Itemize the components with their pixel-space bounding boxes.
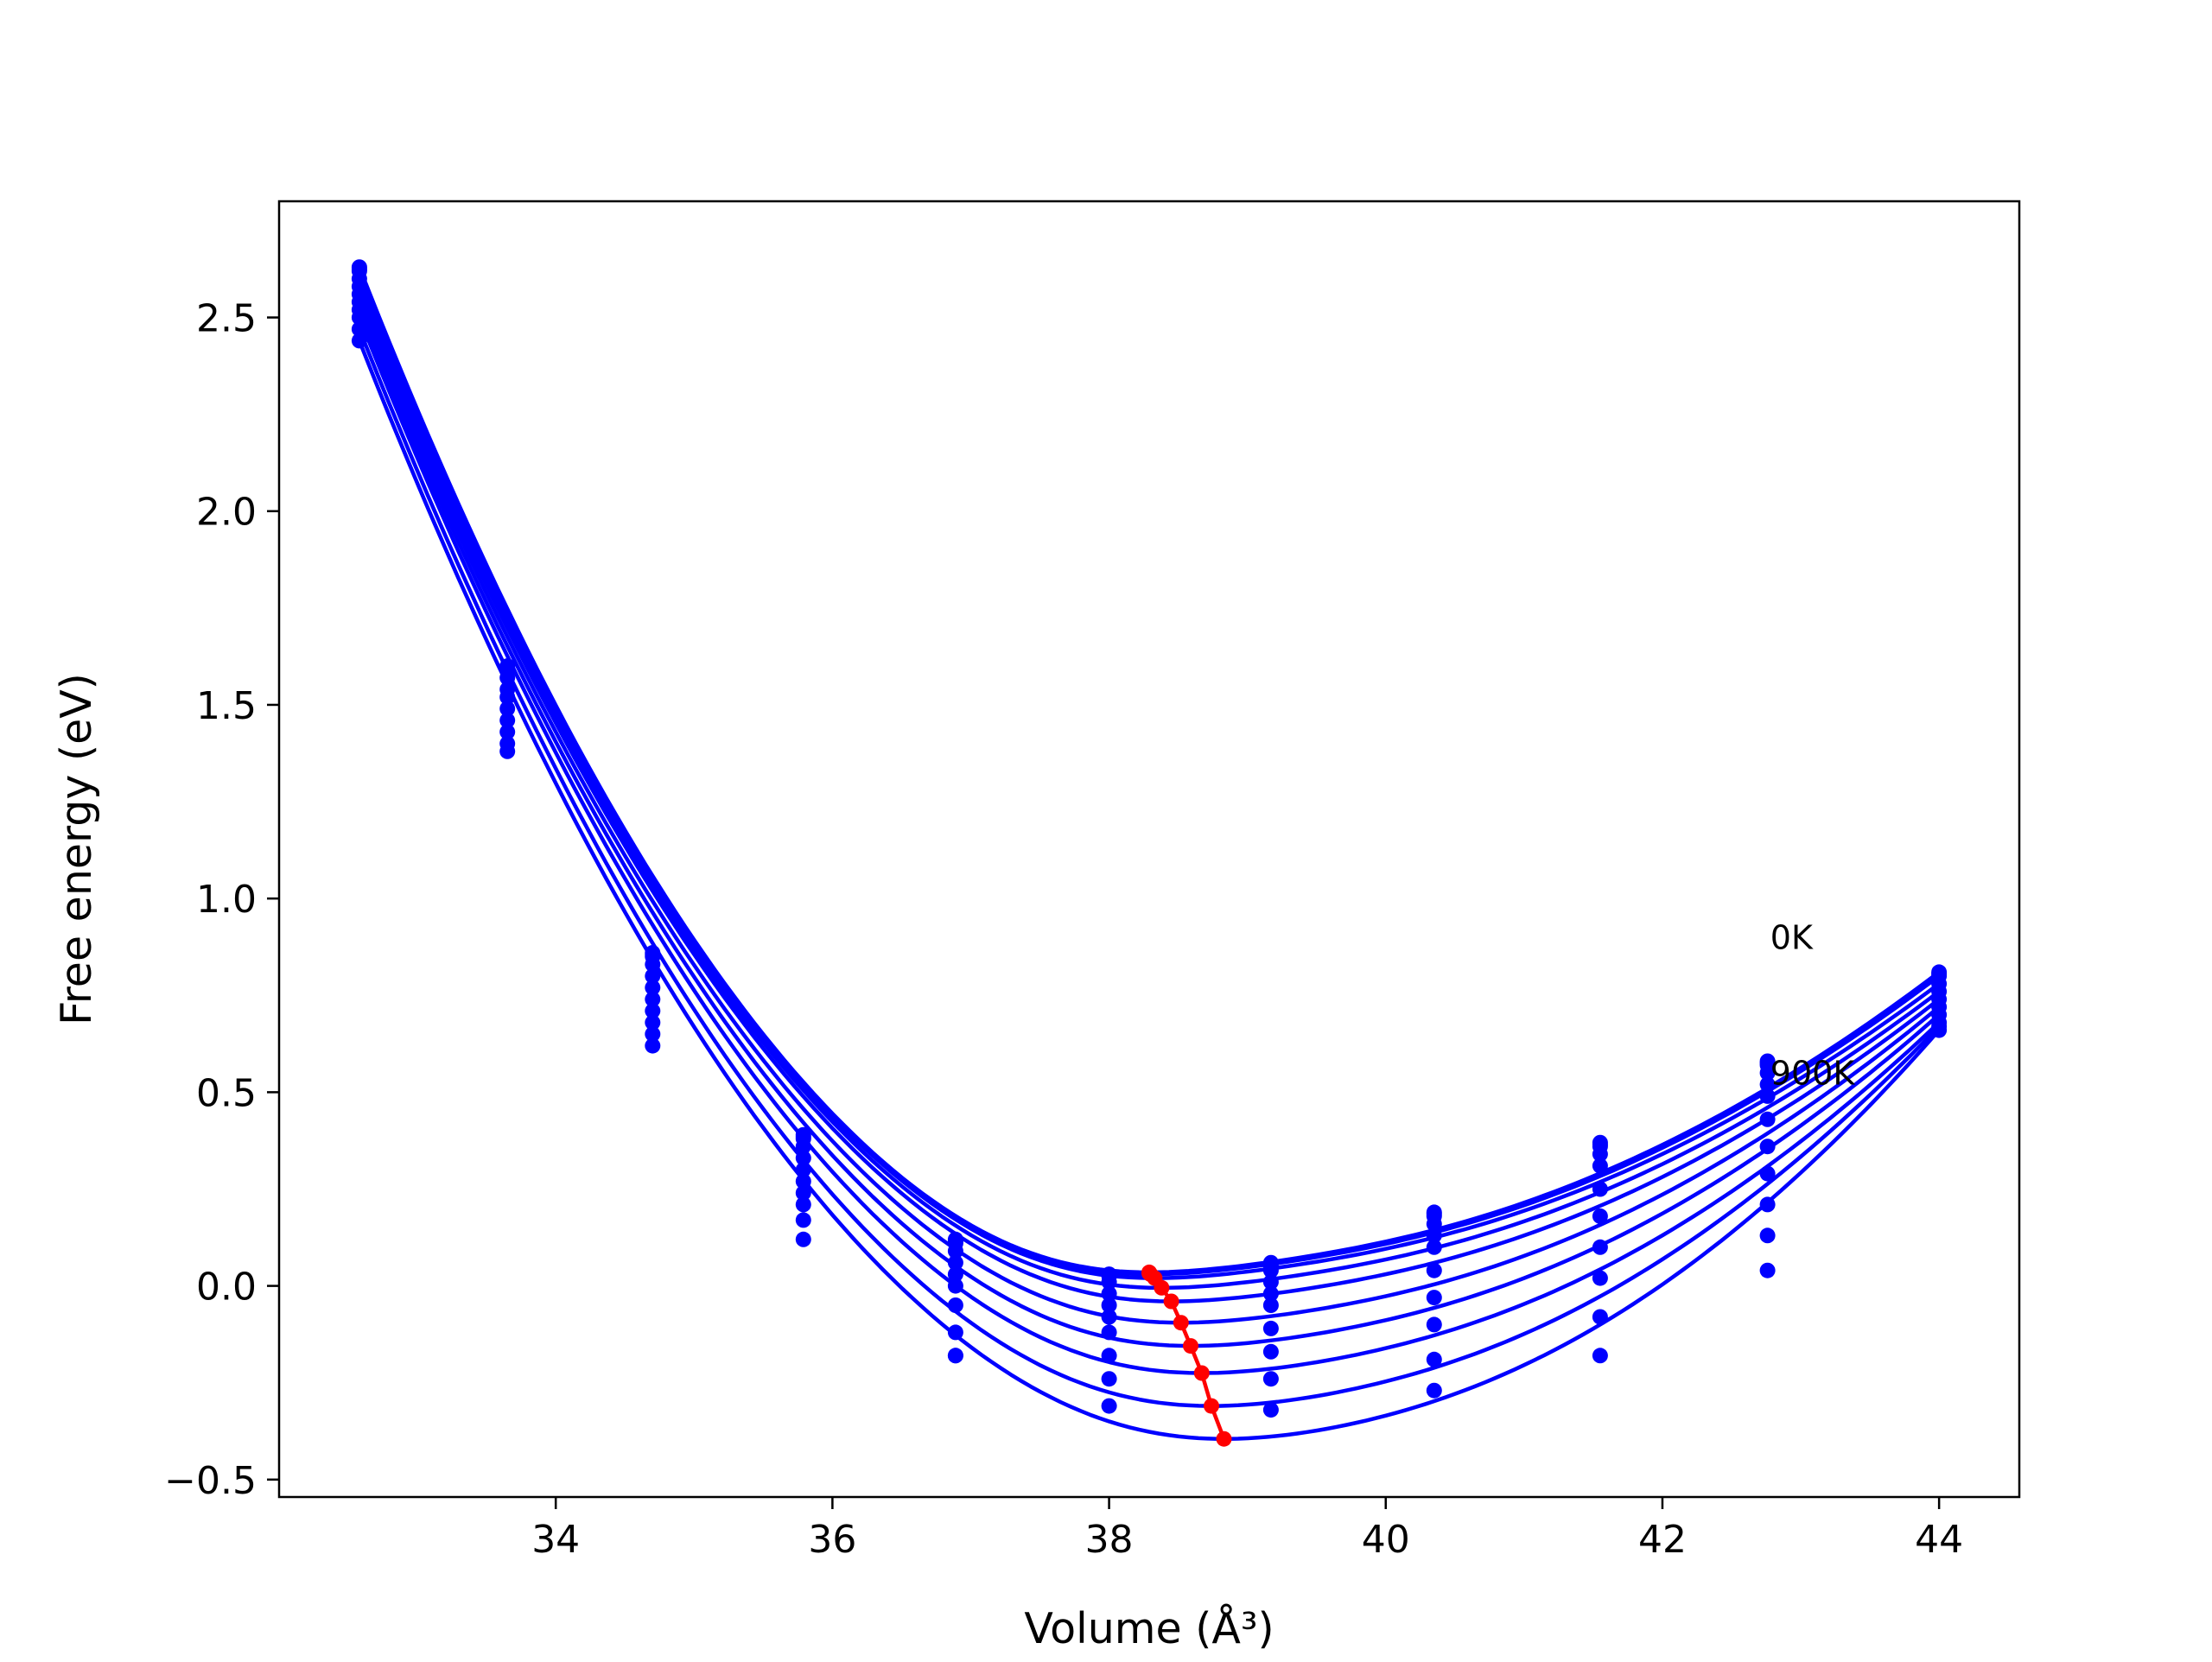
series-10-point-0 — [351, 333, 367, 349]
series-line-5 — [357, 293, 1941, 1304]
series-8-point-1 — [499, 724, 516, 740]
series-8-point-2 — [645, 1014, 661, 1031]
axis-labels: Volume (Å³) Free energy (eV) — [52, 673, 1274, 1653]
y-tick-label-6: 2.5 — [196, 297, 257, 341]
series-5-point-9 — [1759, 1088, 1776, 1104]
minimum-point-8 — [1193, 1365, 1210, 1381]
annotation-1: 900K — [1770, 1054, 1856, 1092]
axes-frame — [277, 200, 2021, 1499]
series-9-point-2 — [645, 1026, 661, 1043]
minimum-point-5 — [1163, 1293, 1179, 1310]
series-10-point-6 — [1262, 1402, 1279, 1418]
y-tick-label-5: 2.0 — [196, 491, 257, 535]
series-8-point-9 — [1759, 1165, 1776, 1182]
series-4-point-2 — [645, 967, 661, 984]
series-5-point-5 — [1101, 1297, 1117, 1313]
series-9-point-0 — [351, 321, 367, 337]
series-6-point-2 — [645, 991, 661, 1007]
series-8-point-3 — [795, 1196, 811, 1213]
series-7-point-8 — [1592, 1239, 1608, 1255]
plot-area: 0K 900K — [351, 259, 1948, 1447]
series-line-7 — [357, 308, 1941, 1348]
series-8-point-5 — [1101, 1348, 1117, 1364]
series-7-point-5 — [1101, 1324, 1117, 1341]
x-tick-label-3: 40 — [1362, 1518, 1410, 1562]
x-tick-label-0: 34 — [531, 1518, 580, 1562]
series-10-point-10 — [1931, 1022, 1948, 1038]
series-6-point-5 — [1101, 1309, 1117, 1325]
series-5-point-7 — [1426, 1239, 1442, 1255]
minimum-point-4 — [1154, 1279, 1170, 1296]
extra-point-0 — [1759, 1262, 1776, 1278]
series-line-8 — [357, 316, 1941, 1375]
y-tick-label-3: 1.0 — [196, 878, 257, 922]
series-5-point-6 — [1262, 1285, 1279, 1302]
series-10-point-1 — [499, 743, 516, 759]
y-tick-label-4: 1.5 — [196, 684, 257, 728]
series-3-point-9 — [1759, 1065, 1776, 1081]
annotation-0: 0K — [1770, 919, 1814, 957]
x-tick-label-5: 44 — [1915, 1518, 1963, 1562]
series-7-point-2 — [645, 1003, 661, 1019]
x-tick-label-4: 42 — [1638, 1518, 1687, 1562]
series-10-point-3 — [795, 1231, 811, 1247]
series-10-point-2 — [645, 1037, 661, 1054]
series-9-point-7 — [1426, 1351, 1442, 1367]
series-9-point-5 — [1101, 1371, 1117, 1387]
series-9-point-6 — [1262, 1371, 1279, 1387]
y-tick-label-1: 0.0 — [196, 1266, 257, 1310]
minimum-point-10 — [1216, 1430, 1232, 1447]
series-5-point-8 — [1592, 1181, 1608, 1197]
series-line-4 — [357, 285, 1941, 1291]
series-6-point-7 — [1426, 1262, 1442, 1278]
series-6-point-9 — [1759, 1111, 1776, 1127]
y-tick-label-0: −0.5 — [164, 1459, 257, 1503]
series-3-point-6 — [1262, 1262, 1279, 1278]
x-tick-label-2: 38 — [1085, 1518, 1134, 1562]
series-4-point-8 — [1592, 1158, 1608, 1174]
series-9-point-3 — [795, 1212, 811, 1228]
series-8-point-6 — [1262, 1343, 1279, 1360]
series-10-point-7 — [1426, 1382, 1442, 1399]
series-8-point-8 — [1592, 1270, 1608, 1286]
series-7-point-6 — [1262, 1320, 1279, 1336]
series-10-point-5 — [1101, 1398, 1117, 1414]
series-4-point-9 — [1759, 1076, 1776, 1093]
minimum-point-6 — [1173, 1315, 1189, 1331]
series-6-point-1 — [499, 701, 516, 717]
series-4-point-6 — [1262, 1274, 1279, 1291]
series-5-point-2 — [645, 980, 661, 996]
series-7-point-7 — [1426, 1290, 1442, 1306]
series-7-point-3 — [795, 1185, 811, 1201]
axis-ticks: 34 36 38 40 42 44 −0.5 0.0 0.5 1.0 1.5 2.0 2.5 — [164, 297, 1963, 1562]
y-axis-label: Free energy (eV) — [52, 673, 101, 1025]
series-4-point-7 — [1426, 1227, 1442, 1244]
y-tick-label-2: 0.5 — [196, 1071, 257, 1115]
series-3-point-7 — [1426, 1215, 1442, 1232]
series-line-10 — [357, 339, 1941, 1441]
series-3-point-8 — [1592, 1146, 1608, 1163]
series-6-point-6 — [1262, 1297, 1279, 1313]
series-8-point-0 — [351, 309, 367, 326]
minimum-point-7 — [1183, 1338, 1198, 1354]
x-tick-label-1: 36 — [808, 1518, 856, 1562]
series-line-6 — [357, 301, 1941, 1325]
minimum-point-9 — [1204, 1398, 1219, 1414]
series-7-point-1 — [499, 712, 516, 728]
series-6-point-8 — [1592, 1208, 1608, 1224]
series-8-point-7 — [1426, 1316, 1442, 1333]
x-axis-label: Volume (Å³) — [1024, 1602, 1274, 1653]
series-10-point-9 — [1759, 1227, 1776, 1244]
series-line-9 — [357, 328, 1941, 1408]
series-7-point-9 — [1759, 1139, 1776, 1155]
series-10-point-8 — [1592, 1348, 1608, 1364]
series-10-point-4 — [947, 1348, 963, 1364]
